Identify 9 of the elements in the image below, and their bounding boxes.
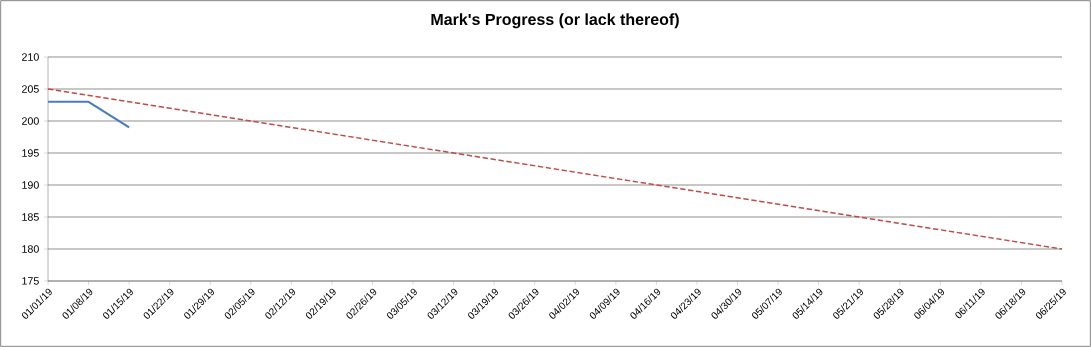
y-tick-label: 195 xyxy=(22,149,39,157)
y-tick-label: 180 xyxy=(22,245,39,253)
y-tick-label: 185 xyxy=(22,213,39,221)
chart-title: Mark's Progress (or lack thereof) xyxy=(431,13,679,29)
y-tick-label: 175 xyxy=(22,277,39,285)
y-tick-label: 210 xyxy=(22,53,39,61)
y-tick-label: 190 xyxy=(22,181,39,189)
y-tick-label: 205 xyxy=(22,85,39,93)
y-tick-label: 200 xyxy=(22,117,39,125)
